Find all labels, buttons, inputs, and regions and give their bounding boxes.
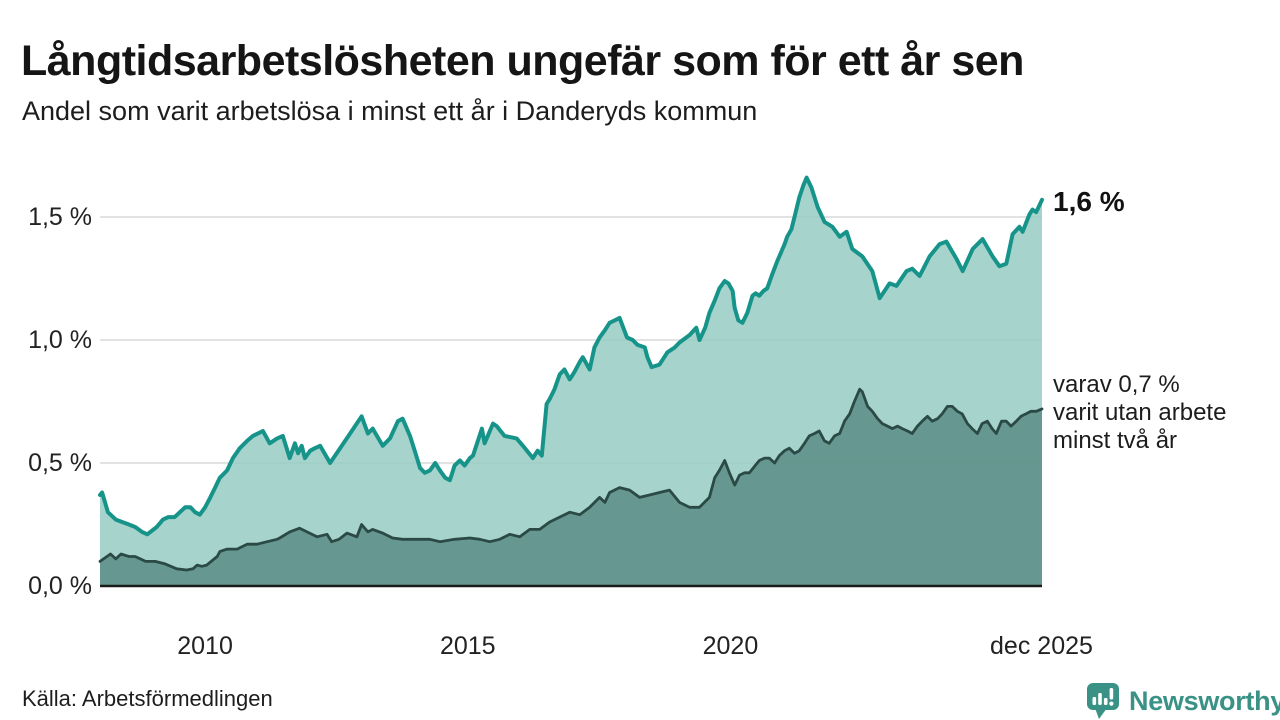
line-primary bbox=[98, 175, 1044, 537]
source-attribution: Källa: Arbetsförmedlingen bbox=[22, 686, 273, 711]
newsworthy-logo-text: Newsworthy bbox=[1129, 685, 1280, 716]
x-tick-label: dec 2025 bbox=[990, 632, 1093, 660]
y-tick-label: 1,0 % bbox=[28, 326, 92, 354]
series-end-label-primary: 1,6 % bbox=[1053, 186, 1125, 217]
x-tick-label: 2015 bbox=[439, 632, 496, 660]
annotation-line: varav 0,7 % bbox=[1053, 371, 1180, 398]
y-tick-label: 1,5 % bbox=[28, 203, 92, 231]
chart-subtitle: Andel som varit arbetslösa i minst ett å… bbox=[22, 96, 758, 126]
annotation-line: minst två år bbox=[1053, 427, 1178, 454]
x-tick-label: 2020 bbox=[702, 632, 759, 660]
chart-series bbox=[98, 175, 1044, 586]
line-secondary bbox=[98, 387, 1044, 572]
annotation-line: varit utan arbete bbox=[1053, 399, 1227, 426]
y-tick-label: 0,5 % bbox=[28, 449, 92, 477]
newsworthy-logo-icon bbox=[1087, 683, 1119, 719]
newsworthy-logo: Newsworthy bbox=[1084, 682, 1280, 720]
area-secondary bbox=[100, 389, 1042, 586]
y-tick-label: 0,0 % bbox=[28, 572, 92, 600]
x-tick-label: 2010 bbox=[177, 632, 233, 660]
series-end-label-secondary: varav 0,7 % varit utan arbete minst två … bbox=[1053, 371, 1226, 455]
chart-title: Långtidsarbetslösheten ungefär som för e… bbox=[21, 36, 1024, 85]
